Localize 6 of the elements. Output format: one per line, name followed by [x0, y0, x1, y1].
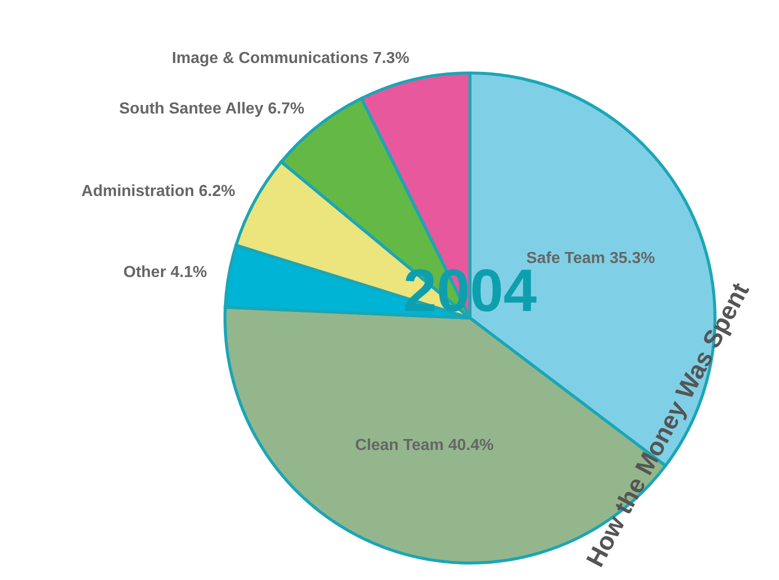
slice-label: Other 4.1% [123, 264, 207, 282]
slice-label: Clean Team 40.4% [355, 436, 494, 454]
slice-label: Image & Communications 7.3% [172, 50, 410, 67]
slice-label: South Santee Alley 6.7% [119, 100, 304, 118]
slice-label: Safe Team 35.3% [526, 250, 655, 267]
slice-label: Administration 6.2% [81, 182, 236, 200]
